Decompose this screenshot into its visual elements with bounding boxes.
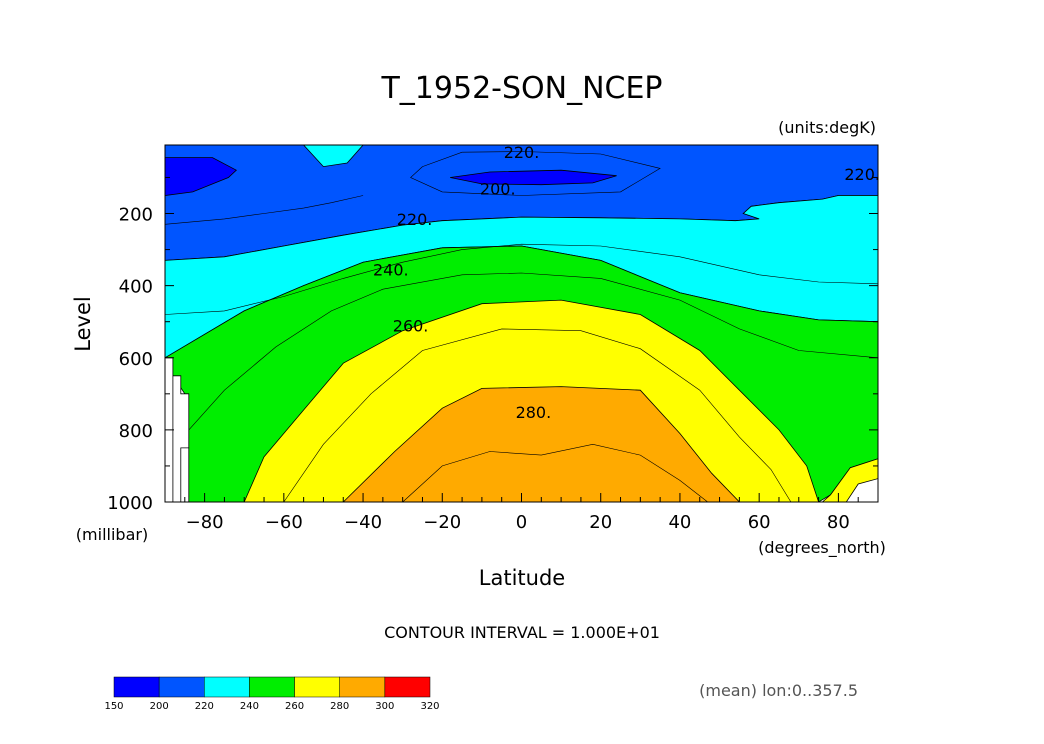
colorbar-swatch-0 (113, 676, 160, 698)
contour-label-3: 220. (397, 210, 433, 229)
contour-label-0: 220. (504, 143, 540, 162)
colorbar-label-200: 200 (150, 701, 169, 712)
y-axis: 200 400 600 800 1000 (107, 176, 878, 514)
region-8 (342, 386, 741, 503)
colorbar-swatch-4 (294, 676, 340, 698)
plot-contour-lines (164, 151, 879, 503)
colorbar-swatch-3 (249, 676, 295, 698)
colorbar-label-260: 260 (285, 701, 304, 712)
x-tick-label-0: 0 (516, 512, 527, 533)
y-axis-label: Level (71, 296, 95, 351)
contour-label-2: 200. (480, 179, 516, 198)
x-axis: −80 −60 −40 −20 0 20 40 60 80 (164, 493, 879, 533)
contour-line-210-0 (164, 195, 364, 225)
colorbar-swatch-5 (339, 676, 386, 698)
colorbar-label-320: 320 (420, 701, 439, 712)
contour-line-220-1 (410, 151, 661, 196)
colorbar-label-220: 220 (195, 701, 214, 712)
y-tick-label-600: 600 (119, 349, 153, 370)
x-axis-label: Latitude (479, 566, 565, 590)
contour-interval-note: CONTOUR INTERVAL = 1.000E+01 (384, 623, 660, 642)
x-tick-label-60: 60 (748, 512, 771, 533)
x-tick-label--20: −20 (423, 512, 461, 533)
footer-note: (mean) lon:0..357.5 (699, 681, 858, 700)
contour-line-290-5 (402, 443, 708, 503)
x-tick-label-80: 80 (827, 512, 850, 533)
colorbar: 150 200 220 240 260 280 300 320 (104, 676, 440, 712)
region-2 (450, 169, 617, 186)
y-tick-label-400: 400 (119, 277, 153, 298)
plot-regions (164, 144, 879, 503)
y-units: (millibar) (76, 525, 148, 544)
x-tick-label--60: −60 (265, 512, 303, 533)
contour-label-1: 220. (844, 165, 880, 184)
x-tick-label-40: 40 (668, 512, 691, 533)
contour-line-250-3 (188, 272, 879, 431)
y-tick-label-200: 200 (119, 205, 153, 226)
colorbar-swatch-2 (204, 676, 250, 698)
colorbar-swatch-6 (384, 676, 431, 698)
colorbar-label-280: 280 (330, 701, 349, 712)
contour-line-230-2 (164, 243, 879, 315)
contour-line-270-4 (283, 328, 792, 503)
y-tick-label-800: 800 (119, 421, 153, 442)
contour-label-6: 280. (516, 403, 552, 422)
contour-label-4: 240. (373, 260, 409, 279)
x-tick-label--40: −40 (344, 512, 382, 533)
y-tick-label-1000: 1000 (107, 493, 153, 514)
plot-contour-labels: 220. 220. 200. 220. 240. 260. 280. (373, 143, 880, 422)
x-tick-label--80: −80 (186, 512, 224, 533)
colorbar-label-150: 150 (104, 701, 123, 712)
x-tick-label-20: 20 (589, 512, 612, 533)
colorbar-swatch-1 (158, 676, 205, 698)
units-note: (units:degK) (778, 118, 876, 137)
colorbar-label-300: 300 (375, 701, 394, 712)
x-units: (degrees_north) (758, 538, 886, 558)
chart-title: T_1952-SON_NCEP (380, 71, 662, 106)
contour-label-5: 260. (393, 316, 429, 335)
colorbar-label-240: 240 (240, 701, 259, 712)
